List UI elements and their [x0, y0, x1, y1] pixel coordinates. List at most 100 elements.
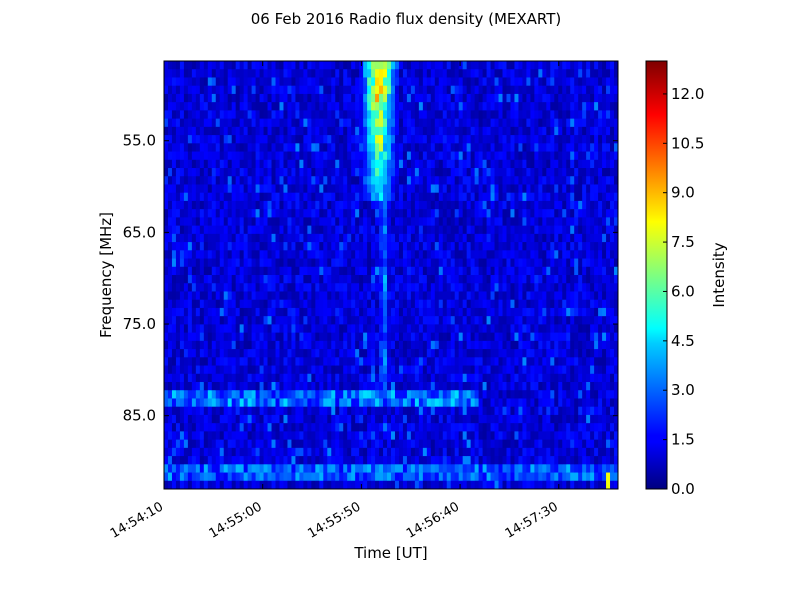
heatmap-cell — [514, 423, 519, 432]
heatmap-cell — [215, 357, 221, 366]
heatmap-cell — [271, 480, 276, 490]
heatmap-cell — [263, 176, 268, 185]
heatmap-cell — [422, 225, 428, 235]
heatmap-cell — [223, 85, 229, 95]
heatmap-cell — [235, 168, 241, 177]
heatmap-cell — [530, 151, 535, 161]
heatmap-cell — [299, 159, 304, 169]
heatmap-cell — [227, 159, 233, 169]
heatmap-cell — [267, 307, 272, 317]
heatmap-cell — [410, 390, 416, 399]
heatmap-cell — [498, 324, 503, 334]
heatmap-cell — [414, 250, 420, 259]
heatmap-cell — [315, 77, 320, 87]
heatmap-cell — [335, 406, 340, 416]
heatmap-cell — [187, 316, 193, 325]
heatmap-cell — [259, 110, 264, 120]
heatmap-cell — [434, 110, 440, 120]
heatmap-cell — [295, 275, 300, 284]
heatmap-cell — [239, 275, 245, 284]
heatmap-cell — [267, 200, 272, 210]
heatmap-cell — [530, 299, 535, 309]
heatmap-cell — [175, 168, 181, 177]
heatmap-cell — [195, 159, 201, 169]
heatmap-cell — [195, 373, 201, 383]
heatmap-cell — [219, 373, 225, 383]
heatmap-cell — [502, 299, 507, 309]
heatmap-cell — [486, 159, 491, 169]
heatmap-cell — [446, 480, 452, 490]
heatmap-cell — [339, 217, 344, 227]
heatmap-cell — [311, 151, 316, 161]
heatmap-cell — [259, 324, 264, 334]
heatmap-cell — [164, 209, 169, 218]
heatmap-cell — [379, 324, 384, 334]
heatmap-cell — [506, 192, 511, 202]
heatmap-cell — [239, 69, 245, 78]
heatmap-cell — [283, 85, 288, 95]
heatmap-cell — [291, 431, 296, 441]
heatmap-cell — [526, 316, 531, 325]
heatmap-cell — [398, 168, 404, 177]
heatmap-cell — [231, 291, 237, 301]
heatmap-cell — [175, 365, 181, 375]
heatmap-cell — [474, 340, 480, 350]
heatmap-cell — [231, 200, 237, 210]
heatmap-cell — [514, 242, 519, 251]
heatmap-cell — [164, 69, 169, 78]
heatmap-cell — [239, 332, 245, 342]
heatmap-cell — [490, 291, 495, 301]
heatmap-cell — [402, 242, 408, 251]
heatmap-cell — [187, 225, 193, 235]
heatmap-cell — [482, 200, 487, 210]
heatmap-cell — [283, 258, 288, 268]
heatmap-cell — [283, 299, 288, 309]
heatmap-cell — [391, 184, 396, 194]
heatmap-cell — [387, 135, 392, 144]
heatmap-cell — [402, 266, 408, 276]
heatmap-cell — [255, 168, 260, 177]
heatmap-cell — [482, 135, 487, 144]
heatmap-cell — [514, 168, 519, 177]
heatmap-cell — [494, 275, 499, 284]
heatmap-cell — [167, 233, 173, 243]
heatmap-cell — [347, 414, 352, 424]
heatmap-cell — [430, 93, 436, 103]
heatmap-cell — [195, 291, 201, 301]
heatmap-cell — [391, 447, 396, 457]
heatmap-cell — [283, 168, 288, 177]
heatmap-cell — [482, 225, 487, 235]
heatmap-cell — [291, 423, 296, 432]
heatmap-cell — [283, 250, 288, 259]
heatmap-cell — [398, 209, 404, 218]
heatmap-cell — [211, 250, 217, 259]
heatmap-cell — [478, 439, 483, 449]
heatmap-cell — [434, 143, 440, 152]
heatmap-cell — [199, 266, 205, 276]
heatmap-cell — [191, 316, 197, 325]
heatmap-cell — [263, 69, 268, 78]
heatmap-cell — [506, 77, 511, 87]
heatmap-cell — [383, 266, 388, 276]
heatmap-cell — [522, 209, 527, 218]
heatmap-cell — [227, 217, 233, 227]
heatmap-cell — [335, 382, 340, 391]
heatmap-cell — [347, 143, 352, 152]
heatmap-cell — [490, 217, 495, 227]
heatmap-cell — [478, 431, 483, 441]
heatmap-cell — [231, 414, 237, 424]
heatmap-cell — [514, 299, 519, 309]
heatmap-cell — [446, 365, 452, 375]
heatmap-cell — [315, 168, 320, 177]
heatmap-cell — [502, 233, 507, 243]
heatmap-cell — [391, 275, 396, 284]
heatmap-cell — [243, 406, 249, 416]
heatmap-cell — [422, 126, 428, 136]
heatmap-cell — [430, 373, 436, 383]
heatmap-cell — [255, 423, 260, 432]
heatmap-cell — [466, 464, 472, 473]
heatmap-cell — [438, 102, 444, 111]
heatmap-cell — [331, 307, 336, 317]
heatmap-cell — [410, 332, 416, 342]
heatmap-cell — [470, 258, 476, 268]
